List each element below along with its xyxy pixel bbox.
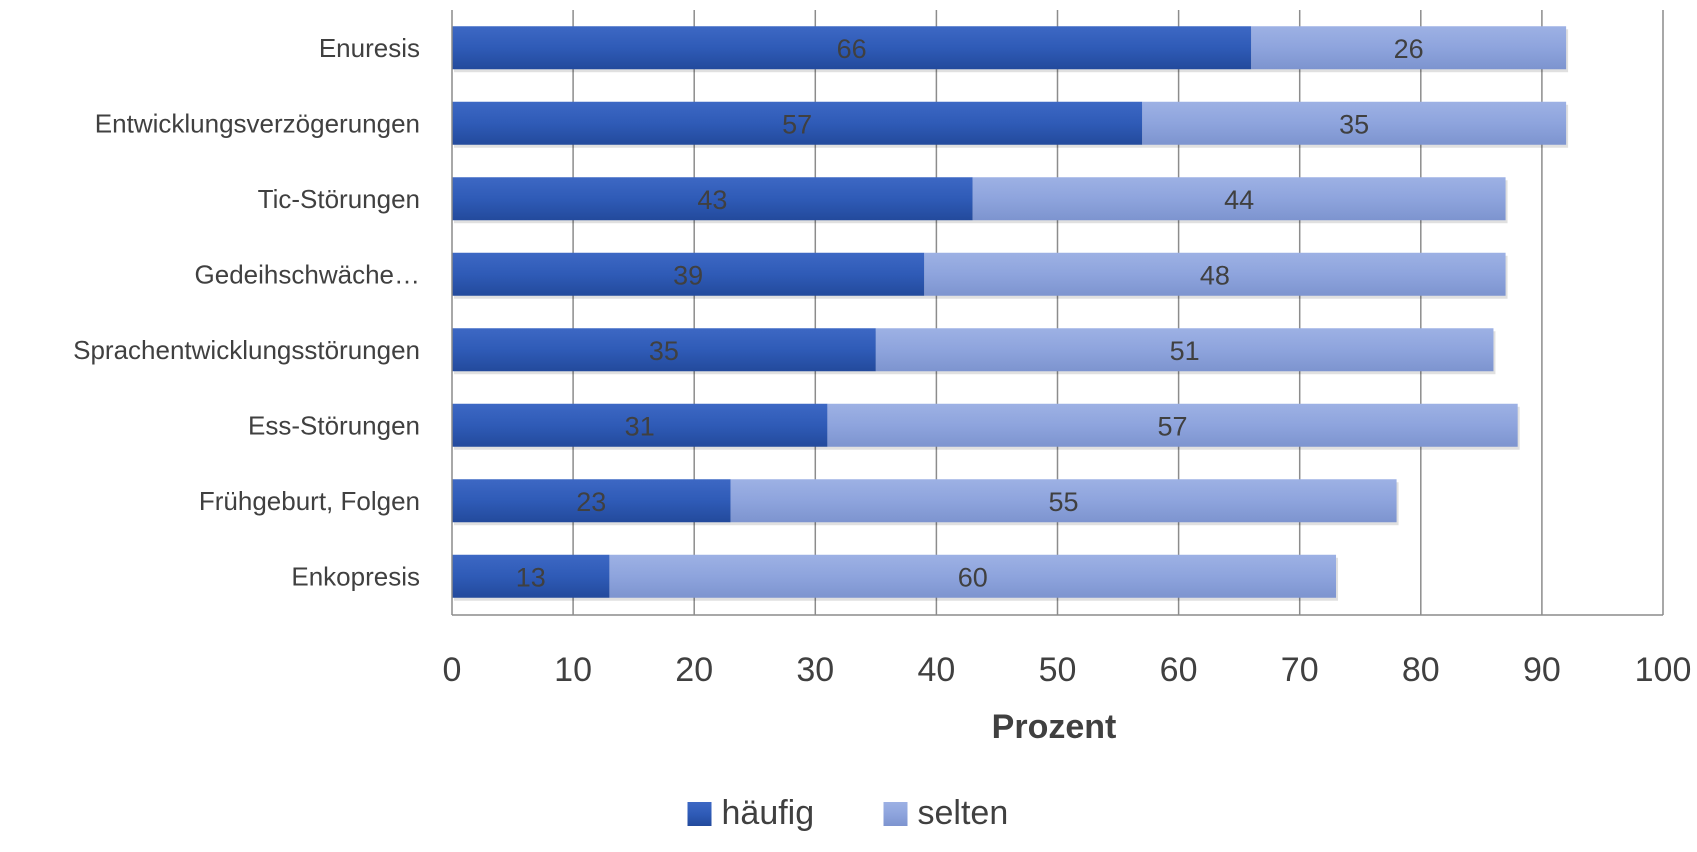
- x-tick-label: 50: [1039, 651, 1077, 689]
- category-label: Ess-Störungen: [248, 410, 420, 440]
- data-label: 39: [673, 260, 703, 290]
- x-tick-label: 80: [1402, 651, 1440, 689]
- x-tick-label: 0: [443, 651, 462, 689]
- legend-swatch-selten: [883, 802, 908, 826]
- bar-segment-häufig: [452, 479, 731, 523]
- data-label: 55: [1049, 487, 1079, 517]
- data-label: 31: [625, 411, 655, 441]
- legend-label: häufig: [722, 794, 815, 832]
- axes: 0 10 20 30 40 50 60 70 80 90 100: [443, 10, 1692, 689]
- x-tick-label: 60: [1160, 651, 1198, 689]
- data-label: 13: [516, 562, 546, 592]
- x-tick-label: 30: [796, 651, 834, 689]
- labels: Enuresis 66 26 Entwicklungsverzögerungen 57 3…: [73, 33, 1424, 593]
- bar-segment-häufig: [452, 403, 828, 447]
- data-label: 48: [1200, 260, 1230, 290]
- bar-segment-selten: [875, 328, 1494, 372]
- x-tick-label: 10: [554, 651, 592, 689]
- data-label: 57: [1158, 411, 1188, 441]
- data-label: 44: [1224, 185, 1254, 215]
- data-label: 23: [576, 487, 606, 517]
- bar-segment-selten: [972, 177, 1506, 221]
- x-tick-label: 90: [1523, 651, 1561, 689]
- legend-label: selten: [918, 794, 1009, 832]
- category-label: Frühgeburt, Folgen: [199, 486, 420, 516]
- bar-segment-selten: [924, 252, 1506, 296]
- bar-series: [452, 26, 1569, 601]
- bar-segment-häufig: [452, 252, 925, 296]
- bar-segment-häufig: [452, 177, 973, 221]
- bar-segment-selten: [609, 554, 1337, 598]
- data-label: 66: [837, 34, 867, 64]
- data-label: 60: [958, 562, 988, 592]
- legend-swatch-häufig: [687, 802, 712, 826]
- bar-segment-häufig: [452, 328, 876, 372]
- category-label: Gedeihschwäche…: [195, 259, 420, 289]
- x-tick-label: 20: [675, 651, 713, 689]
- data-label: 43: [697, 185, 727, 215]
- category-label: Entwicklungsverzögerungen: [95, 108, 420, 138]
- legend: häufig selten: [687, 794, 1009, 832]
- data-label: 51: [1170, 336, 1200, 366]
- data-label: 26: [1394, 34, 1424, 64]
- bar-segment-selten: [1142, 101, 1567, 145]
- category-label: Enkopresis: [291, 561, 420, 591]
- category-label: Tic-Störungen: [258, 184, 420, 214]
- category-label: Sprachentwicklungsstörungen: [73, 335, 420, 365]
- bar-segment-selten: [1251, 26, 1567, 70]
- x-tick-label: 100: [1635, 651, 1692, 689]
- x-tick-label: 40: [917, 651, 955, 689]
- bar-segment-selten: [730, 479, 1397, 523]
- x-axis-title: Prozent: [992, 708, 1117, 746]
- data-label: 35: [649, 336, 679, 366]
- bar-segment-häufig: [452, 101, 1143, 145]
- bar-segment-häufig: [452, 554, 610, 598]
- data-label: 57: [782, 109, 812, 139]
- data-label: 35: [1339, 109, 1369, 139]
- category-label: Enuresis: [319, 33, 420, 63]
- bar-segment-selten: [827, 403, 1518, 447]
- bar-segment-häufig: [452, 26, 1252, 70]
- x-tick-label: 70: [1281, 651, 1319, 689]
